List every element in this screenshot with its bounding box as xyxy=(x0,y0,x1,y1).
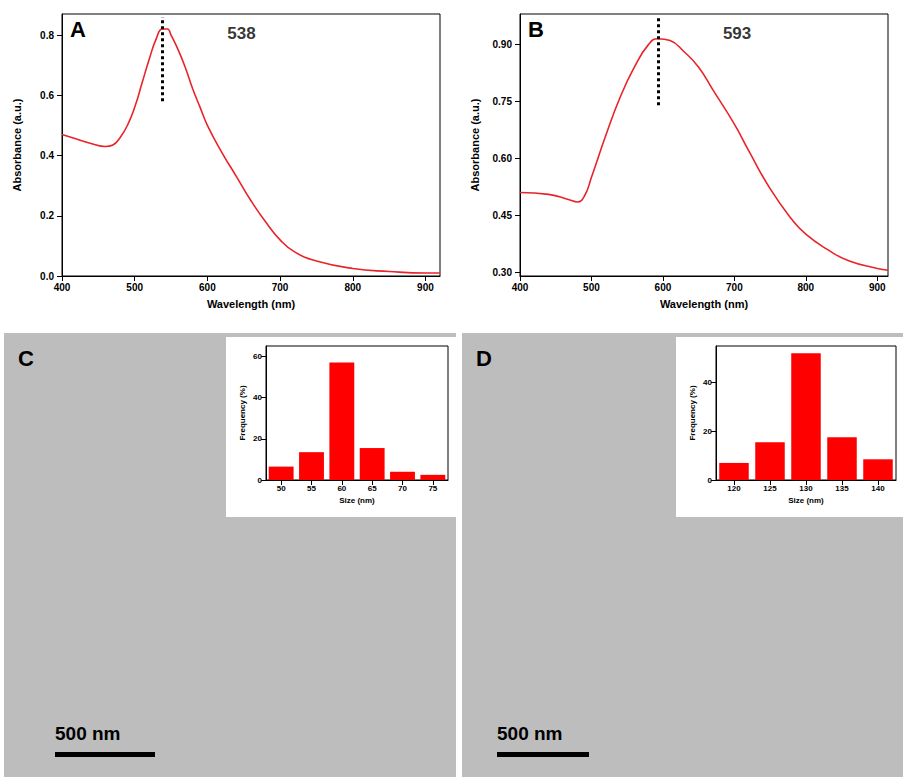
svg-text:40: 40 xyxy=(253,393,262,402)
svg-text:Absorbance (a.u.): Absorbance (a.u.) xyxy=(469,98,481,191)
svg-text:400: 400 xyxy=(54,282,71,293)
svg-text:600: 600 xyxy=(655,282,672,293)
svg-text:65: 65 xyxy=(368,484,377,493)
svg-text:500 nm: 500 nm xyxy=(55,723,120,744)
svg-text:900: 900 xyxy=(417,282,434,293)
svg-text:0.30: 0.30 xyxy=(493,267,513,278)
svg-text:900: 900 xyxy=(869,282,886,293)
svg-text:Absorbance (a.u.): Absorbance (a.u.) xyxy=(11,98,23,191)
svg-text:Wavelength (nm): Wavelength (nm) xyxy=(660,298,749,310)
svg-text:500: 500 xyxy=(583,282,600,293)
svg-text:70: 70 xyxy=(398,484,407,493)
svg-text:700: 700 xyxy=(272,282,289,293)
svg-text:135: 135 xyxy=(835,484,849,493)
svg-text:400: 400 xyxy=(512,282,529,293)
svg-text:0.4: 0.4 xyxy=(40,150,54,161)
svg-text:600: 600 xyxy=(199,282,216,293)
svg-text:140: 140 xyxy=(871,484,885,493)
svg-text:0.0: 0.0 xyxy=(40,271,54,282)
svg-text:0.60: 0.60 xyxy=(493,153,513,164)
svg-text:800: 800 xyxy=(344,282,361,293)
svg-text:B: B xyxy=(528,17,544,42)
svg-text:125: 125 xyxy=(763,484,777,493)
svg-text:700: 700 xyxy=(726,282,743,293)
svg-text:500 nm: 500 nm xyxy=(497,723,562,744)
svg-text:0.75: 0.75 xyxy=(493,96,513,107)
svg-text:500: 500 xyxy=(126,282,143,293)
svg-text:D: D xyxy=(476,346,492,371)
svg-text:0.2: 0.2 xyxy=(40,210,54,221)
svg-text:Size (nm): Size (nm) xyxy=(339,496,375,505)
svg-text:593: 593 xyxy=(723,24,751,43)
svg-text:60: 60 xyxy=(253,352,262,361)
svg-text:0.90: 0.90 xyxy=(493,39,513,50)
svg-text:55: 55 xyxy=(307,484,316,493)
svg-text:0.8: 0.8 xyxy=(40,30,54,41)
svg-text:0.45: 0.45 xyxy=(493,210,513,221)
svg-text:Frequency (%): Frequency (%) xyxy=(238,385,247,440)
svg-text:120: 120 xyxy=(727,484,741,493)
svg-text:0.6: 0.6 xyxy=(40,90,54,101)
svg-text:0: 0 xyxy=(708,476,713,485)
svg-text:20: 20 xyxy=(703,427,712,436)
svg-text:A: A xyxy=(70,17,86,42)
svg-text:50: 50 xyxy=(277,484,286,493)
svg-text:Wavelength (nm): Wavelength (nm) xyxy=(207,298,296,310)
svg-text:75: 75 xyxy=(428,484,437,493)
svg-text:0: 0 xyxy=(258,476,263,485)
svg-text:60: 60 xyxy=(337,484,346,493)
svg-text:Size (nm): Size (nm) xyxy=(788,496,824,505)
svg-text:C: C xyxy=(18,346,34,371)
svg-text:800: 800 xyxy=(797,282,814,293)
svg-text:538: 538 xyxy=(227,24,255,43)
svg-text:20: 20 xyxy=(253,434,262,443)
svg-text:Frequency (%): Frequency (%) xyxy=(688,385,697,440)
svg-text:40: 40 xyxy=(703,378,712,387)
svg-text:130: 130 xyxy=(799,484,813,493)
